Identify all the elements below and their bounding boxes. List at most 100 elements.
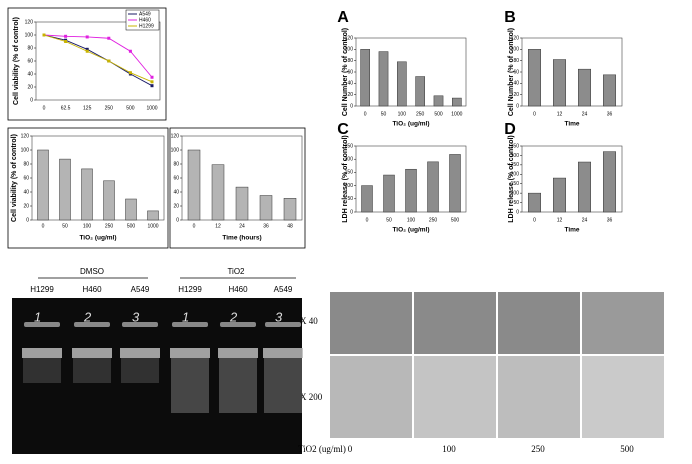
y-tick-label: 200 — [345, 157, 354, 163]
marker — [107, 59, 111, 63]
bar — [433, 95, 444, 107]
x-tick-label: 100 — [407, 217, 416, 223]
lane-label: H460 — [82, 285, 102, 294]
x-tick-label: 48 — [287, 223, 293, 229]
micrograph — [582, 356, 664, 438]
concentration-label: 250 — [531, 444, 545, 454]
x-tick-label: 125 — [83, 105, 92, 111]
y-tick-label: 100 — [345, 183, 354, 189]
well — [220, 322, 256, 327]
y-tick-label: 100 — [21, 147, 30, 153]
y-tick-label: 120 — [25, 19, 34, 25]
x-tick-label: 1000 — [451, 111, 462, 117]
micrograph — [414, 292, 496, 354]
x-tick-label: 250 — [105, 223, 114, 229]
micrograph — [330, 356, 412, 438]
magnification: X 40 — [300, 316, 318, 326]
bar — [452, 97, 462, 107]
y-tick-label: 120 — [511, 35, 520, 41]
x-tick-label: 1000 — [147, 223, 158, 229]
x-tick-label: 500 — [434, 111, 443, 117]
panel-frame — [7, 127, 169, 249]
panel-label: D — [504, 121, 516, 138]
bar — [125, 198, 137, 221]
bar — [361, 185, 373, 213]
bar — [415, 76, 426, 107]
micrograph — [330, 292, 412, 354]
micrograph — [498, 356, 580, 438]
y-tick-label: 120 — [345, 35, 354, 41]
y-tick-label: 150 — [345, 170, 354, 176]
y-tick-label: 20 — [27, 84, 33, 90]
x-axis-label: Time — [564, 121, 579, 128]
dna-smear — [23, 358, 61, 383]
concentration-label: 100 — [442, 444, 456, 454]
legend-box — [125, 9, 160, 31]
bar — [235, 186, 249, 221]
well-number: 1 — [182, 309, 189, 324]
y-tick-label: 120 — [21, 133, 30, 139]
well-number: 1 — [34, 309, 41, 324]
x-tick-label: 24 — [239, 223, 245, 229]
y-tick-label: 80 — [23, 161, 29, 167]
micrograph — [498, 292, 580, 354]
x-tick-label: 0 — [533, 217, 536, 223]
well — [24, 322, 60, 327]
x-axis-label: Time (hours) — [222, 235, 261, 242]
panel-frame — [169, 127, 306, 249]
x-tick-label: 0 — [42, 223, 45, 229]
bar — [578, 68, 591, 107]
y-tick-label: 0 — [350, 103, 353, 109]
x-tick-label: 50 — [62, 223, 68, 229]
dna-smear — [264, 358, 302, 413]
line — [43, 34, 153, 78]
line — [43, 34, 153, 87]
gel-group: TiO2 — [227, 267, 245, 276]
x-axis-label: Time — [564, 227, 579, 234]
y-tick-label: 200 — [511, 172, 520, 178]
y-tick-label: 100 — [25, 32, 34, 38]
bar — [427, 161, 439, 213]
legend-label: H460 — [139, 17, 151, 23]
x-tick-label: 250 — [416, 111, 425, 117]
y-tick-label: 40 — [173, 189, 179, 195]
y-tick-label: 20 — [513, 92, 519, 98]
bar — [397, 61, 407, 107]
dna-band — [120, 348, 160, 358]
well — [74, 322, 110, 327]
y-axis-label: LDH release (% of control) — [342, 135, 349, 223]
x-tick-label: 12 — [215, 223, 221, 229]
x-tick-label: 24 — [582, 111, 588, 117]
y-tick-label: 100 — [511, 190, 520, 196]
well-number: 2 — [229, 309, 238, 324]
dna-smear — [73, 358, 111, 383]
bar — [528, 192, 541, 213]
marker — [64, 34, 68, 38]
x-tick-label: 250 — [429, 217, 438, 223]
well-number: 3 — [132, 309, 140, 324]
bar — [103, 180, 115, 221]
micrograph — [414, 356, 496, 438]
marker — [128, 71, 132, 75]
y-tick-label: 60 — [23, 175, 29, 181]
y-tick-label: 120 — [171, 133, 180, 139]
marker — [85, 47, 89, 51]
x-tick-label: 62.5 — [61, 105, 71, 111]
bar — [378, 51, 389, 107]
dna-band — [170, 348, 210, 358]
y-tick-label: 60 — [27, 58, 33, 64]
bar — [360, 49, 371, 107]
gel-group: DMSO — [80, 267, 104, 276]
marker — [128, 49, 132, 53]
lane-label: A549 — [131, 285, 150, 294]
x-tick-label: 1000 — [146, 105, 157, 111]
y-tick-label: 0 — [30, 97, 33, 103]
dna-band — [72, 348, 112, 358]
x-tick-label: 0 — [366, 217, 369, 223]
marker — [64, 40, 68, 43]
well-number: 3 — [275, 309, 283, 324]
bar — [81, 168, 93, 221]
marker — [85, 49, 89, 53]
y-tick-label: 100 — [345, 47, 354, 53]
